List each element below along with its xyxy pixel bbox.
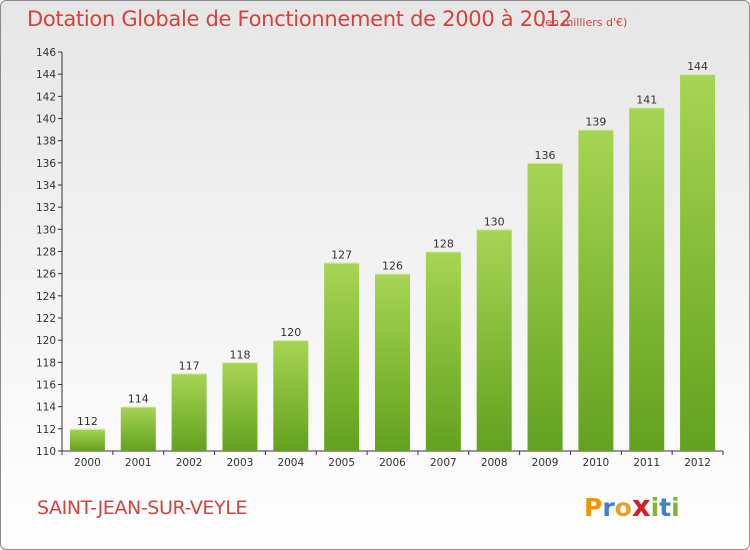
bar-2003 (222, 362, 258, 451)
y-tick-label: 116 (36, 380, 56, 392)
x-tick-label: 2004 (277, 457, 304, 469)
y-tick-label: 130 (36, 224, 56, 236)
bar-value-label: 128 (433, 238, 454, 251)
bar-value-label: 139 (585, 116, 606, 129)
x-tick-label: 2005 (328, 457, 355, 469)
y-tick-label: 112 (36, 424, 56, 436)
bar-2008 (476, 229, 512, 451)
x-tick-label: 2010 (583, 457, 610, 469)
bar-value-label: 114 (128, 393, 149, 406)
bar-value-label: 144 (687, 60, 708, 73)
x-tick-label: 2007 (430, 457, 457, 469)
bar-2002 (171, 373, 207, 451)
chart-subtitle: (en milliers d'€) (541, 16, 628, 29)
x-tick-label: 2009 (532, 457, 559, 469)
x-tick-label: 2002 (176, 457, 203, 469)
y-tick-label: 128 (36, 247, 56, 259)
proxiti-logo[interactable]: Proxiti (584, 489, 680, 523)
y-tick-label: 146 (36, 47, 56, 59)
x-tick-label: 2008 (481, 457, 508, 469)
logo-letter: P (584, 493, 603, 522)
y-tick-label: 142 (36, 91, 56, 103)
bar-2001 (120, 406, 156, 451)
commune-name: SAINT-JEAN-SUR-VEYLE (37, 497, 248, 519)
x-tick-label: 2006 (379, 457, 406, 469)
logo-letter: o (614, 493, 632, 522)
y-tick-label: 144 (36, 69, 56, 81)
y-tick-label: 138 (36, 136, 56, 148)
y-tick-label: 114 (36, 402, 56, 414)
x-tick-label: 2012 (684, 457, 711, 469)
bar-2012 (680, 74, 716, 452)
y-tick-label: 110 (36, 446, 56, 458)
logo-letter: t (659, 493, 672, 522)
x-tick-label: 2003 (227, 457, 254, 469)
y-tick-label: 122 (36, 313, 56, 325)
bar-2009 (527, 162, 563, 452)
y-tick-label: 126 (36, 269, 56, 281)
bar-value-label: 120 (280, 326, 301, 339)
logo-letter: r (602, 493, 615, 522)
logo-letter: i (671, 493, 680, 522)
chart-title: Dotation Globale de Fonctionnement de 20… (27, 7, 572, 31)
bar-value-label: 118 (229, 348, 250, 361)
y-tick-label: 136 (36, 158, 56, 170)
bar-value-label: 130 (484, 215, 505, 228)
y-tick-label: 140 (36, 114, 56, 126)
y-tick-label: 124 (36, 291, 56, 303)
x-tick-label: 2001 (125, 457, 152, 469)
bar-2005 (324, 262, 360, 451)
bar-2004 (273, 340, 309, 451)
logo-letter: x (631, 489, 651, 523)
bar-value-label: 117 (179, 359, 200, 372)
bar-value-label: 127 (331, 249, 352, 262)
bar-2000 (69, 428, 105, 451)
bar-2006 (375, 273, 410, 451)
bar-value-label: 136 (535, 149, 556, 162)
bar-value-label: 141 (636, 93, 657, 106)
x-tick-label: 2000 (74, 457, 101, 469)
y-tick-label: 134 (36, 180, 56, 192)
bar-2010 (578, 129, 614, 452)
logo-letter: i (650, 493, 660, 522)
bar-2007 (425, 251, 461, 451)
y-tick-label: 120 (36, 335, 56, 347)
bar-2011 (629, 107, 665, 452)
bar-value-label: 126 (382, 260, 403, 273)
y-tick-label: 118 (36, 357, 56, 369)
bar-value-label: 112 (77, 415, 98, 428)
y-tick-label: 132 (36, 202, 56, 214)
x-tick-label: 2011 (633, 457, 660, 469)
